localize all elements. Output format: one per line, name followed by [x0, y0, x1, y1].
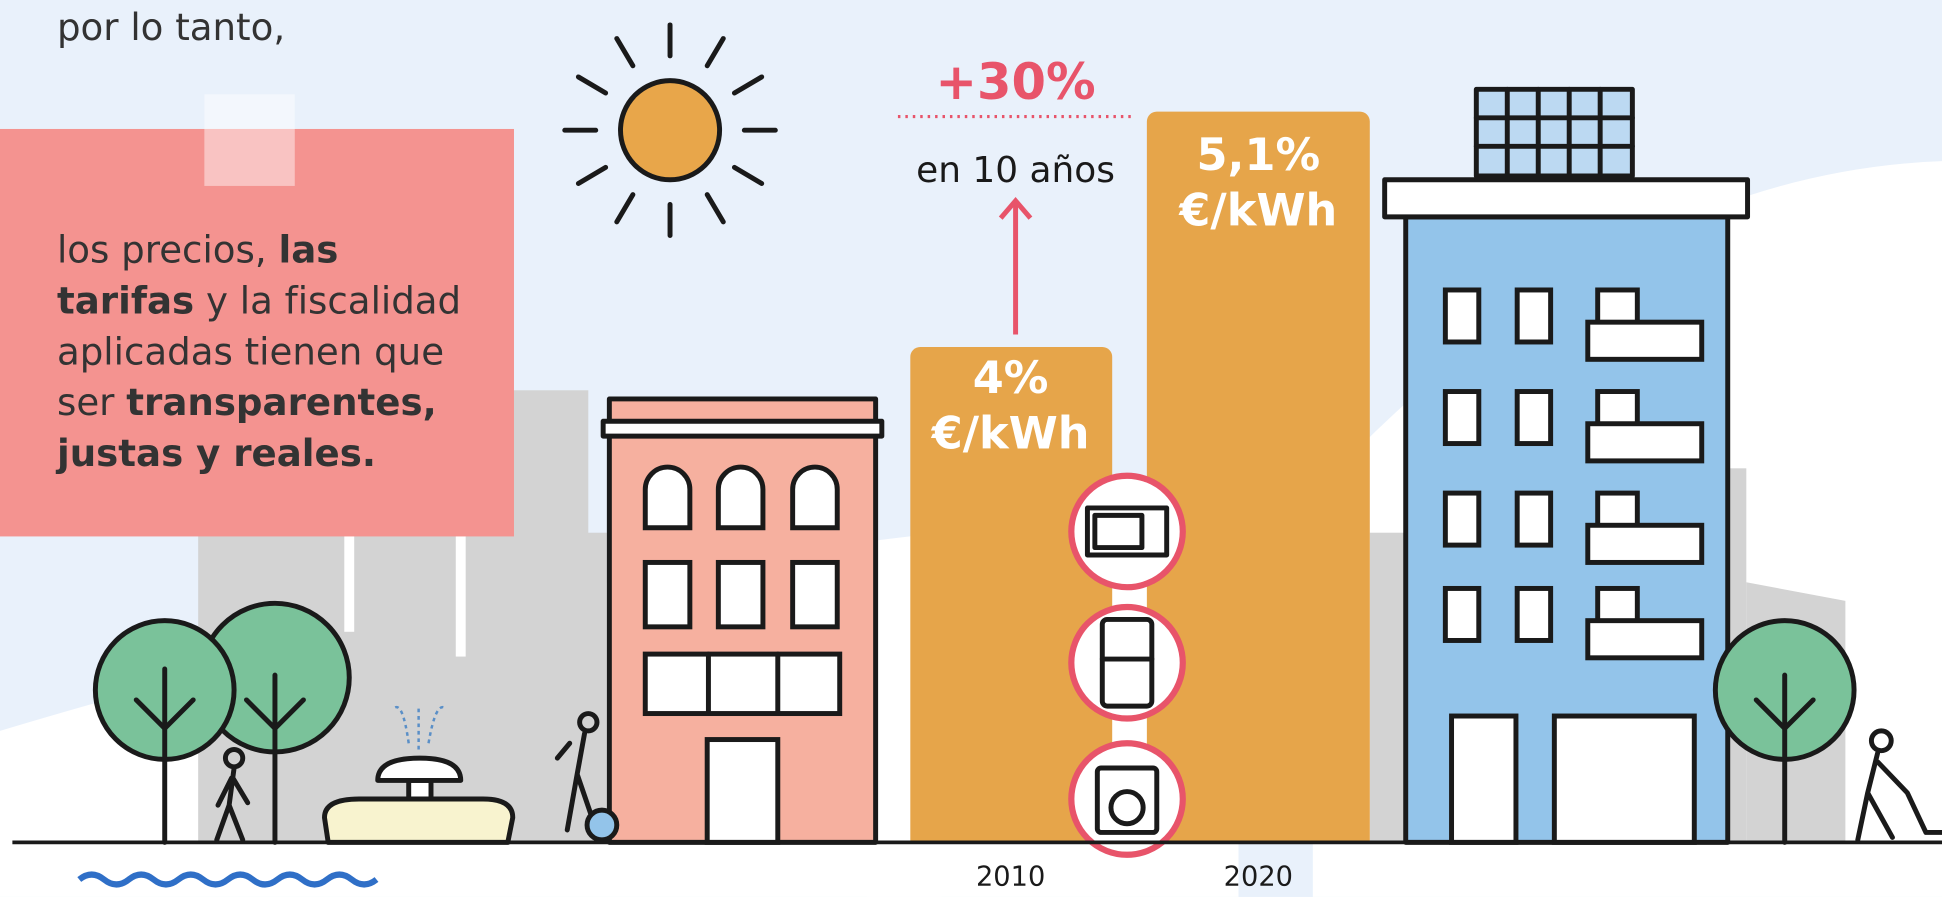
- blue-building-part-part: [1517, 588, 1550, 640]
- note-segment: los precios,: [57, 229, 279, 272]
- blue-building: [1385, 89, 1748, 842]
- blue-building-part-part: [1598, 392, 1638, 427]
- sun-part: [620, 81, 719, 180]
- note-segment: y la fiscalidad: [194, 280, 461, 323]
- appliances-part: [1071, 607, 1182, 718]
- note-segment: transparentes,: [126, 381, 436, 424]
- change-period: en 10 años: [916, 150, 1115, 191]
- note-card-part: [204, 94, 294, 186]
- blue-building-part-part: [1598, 290, 1638, 325]
- grey-buildings-part: [1370, 533, 1407, 843]
- blue-building-part-part: [1445, 392, 1478, 444]
- bar-value: 4%: [973, 352, 1049, 404]
- blue-building-part-part: [1598, 493, 1638, 528]
- salmon-building-part: [718, 467, 763, 528]
- salmon-building-part: [793, 467, 838, 528]
- grey-buildings-part: [456, 533, 466, 657]
- people-part: [587, 810, 617, 840]
- bar-unit: €/kWh: [931, 408, 1090, 460]
- bar-unit: €/kWh: [1178, 185, 1337, 237]
- blue-building-part: [1476, 89, 1632, 176]
- salmon-building-part: [707, 740, 778, 843]
- appliances: [1071, 476, 1182, 855]
- fountain-part: [378, 758, 461, 780]
- blue-building-part-part: [1445, 588, 1478, 640]
- intro-text: por lo tanto,: [57, 6, 285, 49]
- bar-value: 5,1%: [1197, 129, 1321, 181]
- bar-year: 2010: [976, 862, 1045, 893]
- blue-building-part-part: [1588, 322, 1702, 359]
- note-segment: las: [278, 229, 338, 272]
- page: Infografía tarifas {"intro": "por lo tan…: [0, 0, 1942, 897]
- appliances-part: [1071, 743, 1182, 854]
- blue-building-part-part: [1445, 290, 1478, 342]
- blue-building-part-part: [1588, 621, 1702, 658]
- fountain-part: [409, 780, 431, 799]
- body: por lo tanto, los precios, las tarifas y …: [0, 0, 1942, 897]
- blue-building-part-part: [1452, 716, 1516, 842]
- blue-building-part-part: [1588, 424, 1702, 461]
- infographic: por lo tanto, los precios, las tarifas y …: [0, 0, 1942, 897]
- note-segment: aplicadas tienen que: [57, 330, 444, 373]
- change-value: +30%: [936, 53, 1096, 111]
- blue-building-part-part: [1598, 588, 1638, 623]
- salmon-building-part: [718, 562, 763, 626]
- blue-building-part-part: [1517, 493, 1550, 545]
- note-segment: ser: [57, 381, 126, 424]
- blue-building-part-part: [1554, 716, 1694, 842]
- blue-building-part-part: [1517, 392, 1550, 444]
- note-segment: tarifas: [57, 280, 194, 323]
- blue-building-part-part: [1445, 493, 1478, 545]
- salmon-building-part: [603, 421, 882, 436]
- fountain-part: [324, 799, 512, 842]
- blue-building-part-part: [1517, 290, 1550, 342]
- grey-buildings-part: [344, 533, 354, 632]
- salmon-building-part: [793, 562, 838, 626]
- note-segment: justas y reales.: [55, 432, 376, 475]
- salmon-building: [603, 399, 882, 842]
- salmon-building-part: [645, 467, 690, 528]
- salmon-building-part: [645, 654, 839, 713]
- salmon-building-part: [645, 562, 690, 626]
- blue-building-part: [1385, 180, 1748, 217]
- blue-building-part-part: [1588, 525, 1702, 562]
- bar-year: 2020: [1224, 862, 1293, 893]
